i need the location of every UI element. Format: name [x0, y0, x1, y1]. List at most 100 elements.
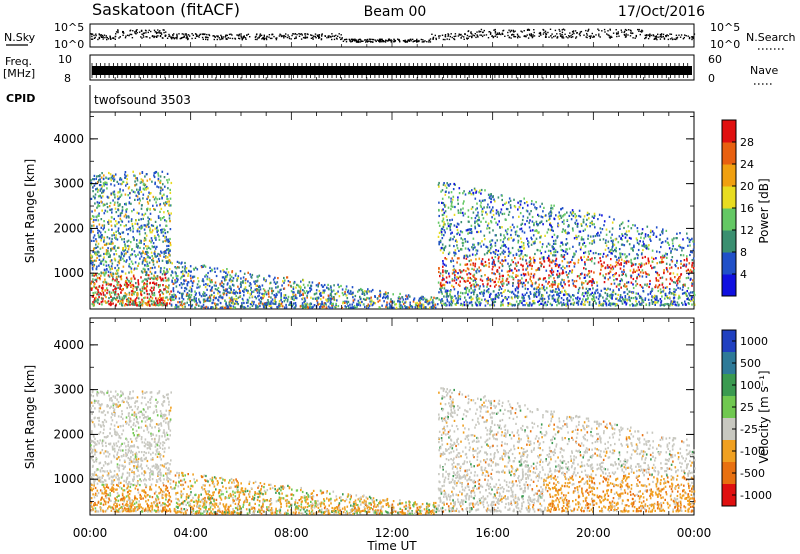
power-cell [442, 251, 444, 254]
power-cell [225, 278, 228, 281]
power-cell [210, 279, 213, 282]
power-cell [562, 269, 564, 272]
nsky-sample [366, 38, 369, 41]
power-cell [194, 293, 197, 296]
power-cell [231, 296, 233, 299]
power-cell [225, 288, 227, 291]
power-cell [461, 270, 463, 273]
power-cell [91, 210, 93, 213]
nsky-sample [530, 34, 533, 36]
power-cell [259, 285, 261, 289]
power-cell [206, 278, 208, 281]
power-cell [494, 294, 497, 297]
power-cell [193, 299, 195, 302]
power-cell [258, 294, 260, 297]
power-cell [164, 271, 166, 274]
power-cell [619, 252, 621, 255]
power-cell [326, 286, 328, 289]
power-cell [610, 302, 612, 305]
power-cell [228, 296, 231, 299]
power-cell [324, 302, 327, 305]
nsky-sample [640, 30, 642, 33]
power-cell [309, 302, 312, 305]
power-cell [92, 280, 94, 283]
power-cell [465, 229, 468, 232]
power-cell [253, 280, 255, 283]
nsky-sample [472, 34, 474, 36]
power-cell [477, 219, 479, 222]
nsky-sample [512, 30, 514, 32]
power-cell [327, 283, 329, 286]
power-cell [299, 294, 301, 297]
power-cell [553, 204, 555, 207]
power-cell [401, 300, 404, 303]
power-cell [522, 295, 525, 298]
power-cell [170, 204, 172, 207]
power-cell [487, 203, 489, 206]
power-cell [423, 297, 426, 300]
power-cell [110, 179, 113, 182]
power-cell [577, 288, 580, 291]
power-cell [441, 189, 444, 192]
power-cell [623, 299, 625, 302]
power-cell [119, 287, 121, 290]
power-cell [508, 210, 511, 214]
power-cell [389, 300, 392, 303]
power-cell [183, 279, 186, 282]
power-cell [440, 281, 442, 284]
power-cell [192, 280, 195, 283]
power-cell [642, 249, 644, 252]
power-cell [167, 298, 169, 301]
power-cell [169, 191, 172, 194]
nsky-sample [574, 30, 577, 32]
power-cell [95, 287, 97, 290]
power-cell [551, 280, 554, 284]
power-cell [190, 287, 193, 290]
power-cell [553, 233, 556, 236]
power-cell [97, 231, 99, 235]
power-cell [298, 290, 301, 293]
nsky-sample [359, 41, 362, 43]
power-cell [506, 233, 509, 236]
power-cell [119, 177, 122, 180]
power-cell [112, 302, 114, 305]
power-cell [193, 296, 196, 299]
power-cell [158, 235, 160, 238]
power-cell [123, 255, 125, 258]
power-cell [247, 280, 249, 283]
power-cell [351, 286, 354, 289]
power-cell [154, 276, 156, 279]
power-cell [167, 261, 169, 264]
power-cell [193, 297, 196, 300]
power-cell [501, 284, 504, 287]
power-cell [159, 189, 162, 192]
power-cell [332, 289, 335, 292]
power-cell [101, 289, 103, 292]
power-cell [619, 283, 621, 286]
power-cell [372, 300, 375, 304]
nsky-sample [295, 36, 297, 38]
power-cell [109, 254, 111, 257]
power-cell [598, 213, 601, 216]
power-cell [517, 291, 519, 294]
power-cell [571, 258, 573, 261]
power-cell [506, 298, 508, 301]
power-cell [168, 240, 170, 243]
power-cell [101, 246, 104, 249]
power-cell [682, 264, 684, 267]
power-cell [117, 299, 120, 303]
power-cell [162, 299, 164, 302]
power-cell [647, 247, 650, 251]
power-cell [332, 302, 334, 305]
nsky-sample [246, 34, 248, 36]
nsky-sample [390, 39, 392, 41]
nsky-sample [624, 30, 626, 33]
power-cell [97, 234, 100, 237]
power-cell [158, 197, 161, 200]
power-cell [158, 291, 160, 294]
nsky-sample [272, 33, 274, 36]
nsky-sample [185, 37, 187, 39]
power-cell [588, 270, 590, 273]
power-cell [387, 292, 389, 295]
power-cell [111, 279, 114, 282]
